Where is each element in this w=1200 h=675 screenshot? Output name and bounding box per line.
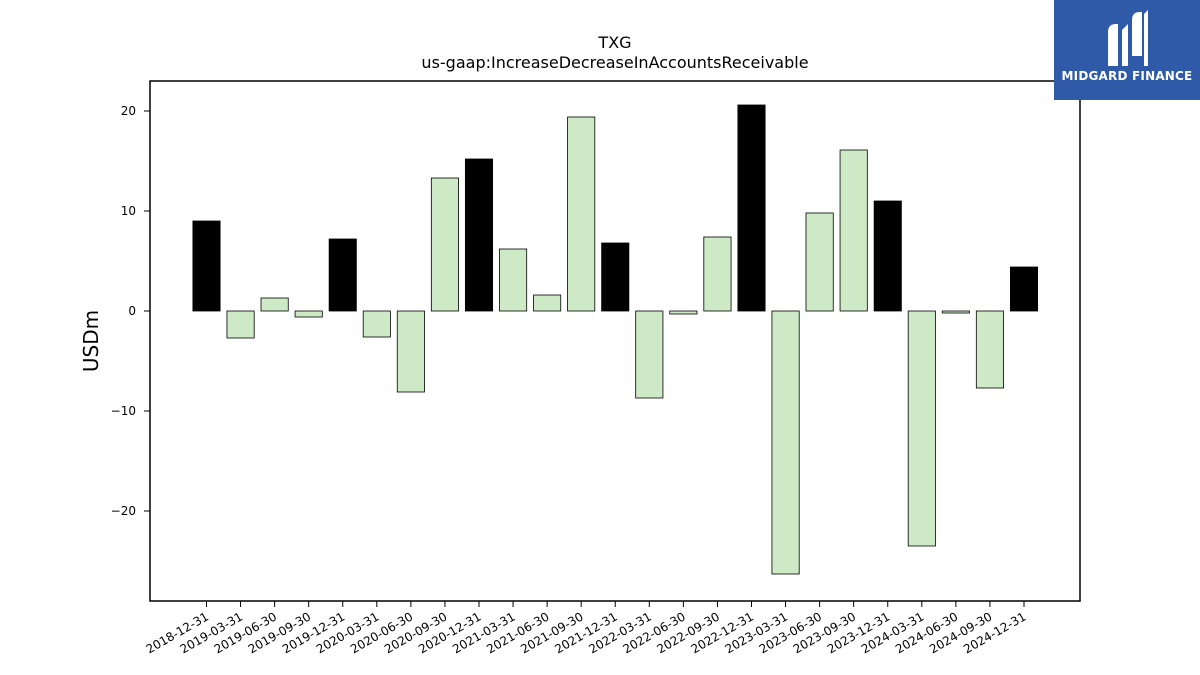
bar-2023-09-30	[839, 149, 868, 312]
bar-2021-06-30	[533, 294, 562, 312]
brand-name: MIDGARD FINANCE	[1061, 69, 1193, 83]
bar-2022-06-30	[669, 310, 698, 315]
y-axis-label: USDm	[79, 310, 103, 372]
bar-2018-12-31	[192, 220, 221, 312]
bar-2024-06-30	[941, 310, 970, 314]
bar-2021-12-31	[601, 242, 630, 312]
bar-2019-12-31	[328, 238, 357, 312]
midgard-logo-icon	[1108, 10, 1148, 66]
bar-2019-03-31	[226, 310, 255, 339]
y-axis-ticks: 20 10 0 −10 −20	[111, 104, 150, 518]
y-tick-label: 20	[121, 104, 136, 118]
x-axis-ticks: 2018-12-312019-03-312019-06-302019-09-30…	[144, 601, 1029, 656]
bar-2023-06-30	[805, 212, 834, 312]
y-tick-label: 10	[121, 204, 136, 218]
bar-2023-03-31	[771, 310, 800, 575]
bar-2020-03-31	[362, 310, 391, 338]
bar-2019-06-30	[260, 297, 289, 312]
bars-group	[192, 104, 1039, 575]
bar-2021-03-31	[499, 248, 528, 312]
bar-2021-09-30	[567, 116, 596, 312]
bar-2022-12-31	[737, 104, 766, 312]
chart-subtitle: us-gaap:IncreaseDecreaseInAccountsReceiv…	[421, 53, 808, 72]
bar-2024-03-31	[907, 310, 936, 547]
y-tick-label: −10	[111, 404, 136, 418]
bar-2024-09-30	[975, 310, 1004, 389]
bar-2020-06-30	[396, 310, 425, 393]
brand-logo: MIDGARD FINANCE	[1054, 0, 1200, 100]
y-tick-label: 0	[128, 304, 136, 318]
bar-2020-09-30	[430, 177, 459, 312]
bar-2020-12-31	[464, 158, 494, 312]
bar-2022-09-30	[703, 236, 732, 312]
y-tick-label: −20	[111, 504, 136, 518]
bar-2024-12-31	[1009, 266, 1039, 312]
bar-2023-12-31	[873, 200, 902, 312]
bar-2022-03-31	[635, 310, 664, 399]
bar-2019-09-30	[294, 310, 323, 318]
plot-frame	[149, 80, 1081, 602]
chart-title: TXG	[597, 33, 631, 52]
